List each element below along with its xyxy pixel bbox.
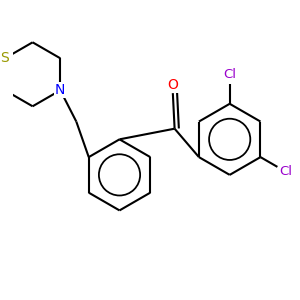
Text: O: O xyxy=(167,78,178,92)
Text: Cl: Cl xyxy=(280,165,292,178)
Text: Cl: Cl xyxy=(223,68,236,81)
Text: S: S xyxy=(1,51,9,65)
Text: N: N xyxy=(55,83,65,97)
Text: N: N xyxy=(55,83,65,97)
